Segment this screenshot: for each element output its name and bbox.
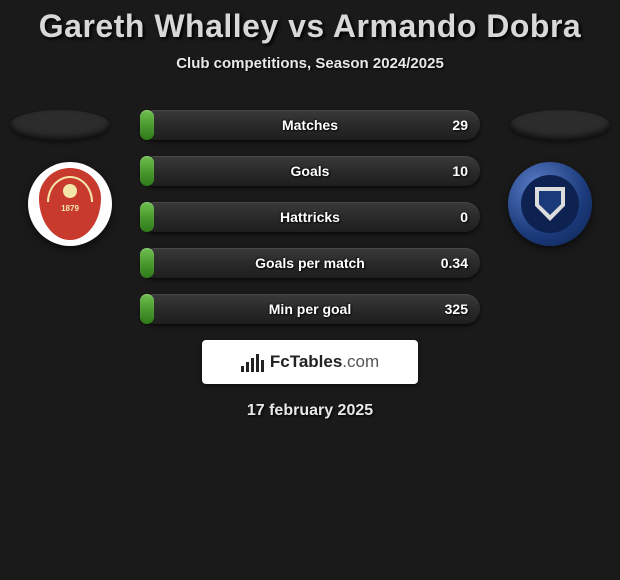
stat-value-right: 0.34 [441,255,468,271]
stat-fill [140,156,154,186]
player-slot-right [510,110,610,140]
subtitle: Club competitions, Season 2024/2025 [0,55,620,72]
logo-brand: FcTables [270,352,342,371]
stat-value-right: 10 [452,163,468,179]
source-logo: FcTables.com [202,340,418,384]
stat-value-right: 0 [460,209,468,225]
page-title: Gareth Whalley vs Armando Dobra [0,8,620,45]
stat-row-hattricks: Hattricks 0 [140,202,480,232]
stat-value-right: 29 [452,117,468,133]
stat-rows: Matches 29 Goals 10 Hattricks 0 Goals pe… [140,92,480,324]
stat-fill [140,248,154,278]
stat-fill [140,294,154,324]
club-badge-right [508,162,592,246]
stat-row-matches: Matches 29 [140,110,480,140]
stat-row-goals: Goals 10 [140,156,480,186]
stat-label: Goals per match [255,255,365,271]
comparison-card: Gareth Whalley vs Armando Dobra Club com… [0,0,620,420]
bars-icon [241,352,264,372]
player-slot-left [10,110,110,140]
shield-icon [521,175,579,233]
badge-year: 1879 [61,204,79,213]
stat-fill [140,202,154,232]
stat-label: Matches [282,117,338,133]
club-badge-left: 1879 [28,162,112,246]
logo-text: FcTables.com [270,352,379,372]
stat-label: Goals [291,163,330,179]
date-label: 17 february 2025 [0,402,620,420]
stat-label: Min per goal [269,301,351,317]
shield-icon: 1879 [39,168,101,240]
stat-fill [140,110,154,140]
stat-row-min-per-goal: Min per goal 325 [140,294,480,324]
logo-suffix: .com [342,352,379,371]
main-area: 1879 Matches 29 Goals 10 [0,92,620,420]
stat-value-right: 325 [445,301,468,317]
stat-row-goals-per-match: Goals per match 0.34 [140,248,480,278]
stat-label: Hattricks [280,209,340,225]
